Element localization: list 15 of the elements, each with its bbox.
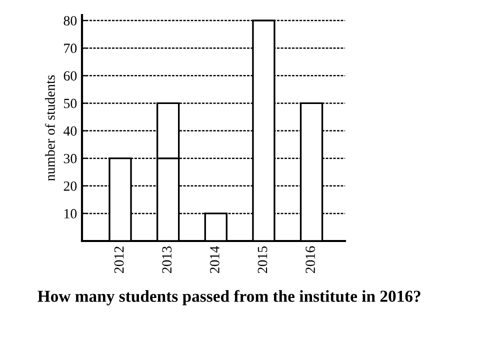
- y-tick-label: 50: [64, 98, 77, 108]
- x-tick-label: 2012: [114, 246, 124, 274]
- x-tick-label: 2013: [162, 246, 172, 274]
- y-tick-label: 70: [64, 44, 77, 54]
- x-tick-label: 2015: [258, 246, 268, 274]
- y-axis-title: number of students: [44, 75, 55, 181]
- y-tick-label: 40: [64, 126, 77, 136]
- y-tick-label: 60: [64, 71, 77, 81]
- text: How many students passed from the institute in 2016?: [38, 290, 420, 306]
- y-tick-label: 10: [64, 209, 77, 218]
- x-tick-label: 2014: [210, 246, 220, 274]
- y-tick-label: 20: [64, 181, 77, 191]
- x-tick-label: 2016: [306, 246, 316, 274]
- y-tick-label: 30: [64, 154, 77, 164]
- y-tick-label: 80: [64, 16, 77, 26]
